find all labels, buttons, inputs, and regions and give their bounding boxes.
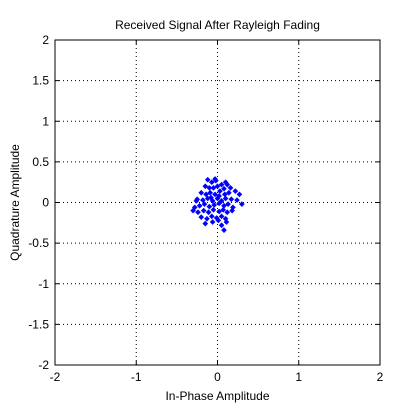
scatter-point (215, 217, 222, 224)
scatter-point (196, 202, 203, 209)
scatter-point (201, 201, 208, 207)
scatter-point (211, 202, 218, 208)
scatter-point (236, 191, 243, 198)
scatter-point (225, 201, 231, 207)
plot-frame (54, 39, 381, 366)
y-tick-label: -0.5 (28, 236, 49, 250)
scatter-point (218, 213, 225, 220)
x-tick-label: 1 (295, 370, 302, 384)
scatter-point (200, 207, 207, 214)
y-tick-label: 2 (42, 33, 49, 47)
y-tick-labels: -2 -1.5 -1 -0.5 0 0.5 1 1.5 2 (28, 33, 49, 372)
scatter-point (190, 207, 196, 214)
scatter-point (216, 200, 222, 207)
scatter-point (224, 209, 231, 216)
x-axis-label: In-Phase Amplitude (165, 389, 269, 403)
scatter-point (220, 206, 227, 213)
scatter-point (229, 207, 235, 214)
scatter-point (198, 214, 205, 220)
scatter-point (206, 203, 213, 210)
y-tick-label: -1.5 (28, 317, 49, 331)
scatter-point (239, 201, 245, 207)
scatter-point (200, 197, 206, 203)
scatter-point (195, 209, 201, 216)
scatter-point (202, 183, 209, 190)
scatter-point (210, 185, 217, 191)
y-tick-label: -2 (38, 358, 49, 372)
scatter-point (204, 215, 210, 222)
scatter-point (212, 191, 218, 198)
scatter-point (204, 176, 211, 183)
y-tick-label: -1 (38, 277, 49, 291)
x-tick-label: 2 (377, 370, 384, 384)
scatter-point (227, 185, 234, 191)
scatter-point (217, 188, 223, 194)
scatter-point (228, 196, 235, 203)
scatter-point (206, 185, 213, 191)
scatter-point (209, 219, 216, 225)
chart-title: Received Signal After Rayleigh Fading (115, 18, 320, 32)
x-tick-label: -1 (131, 370, 142, 384)
scatter-point (208, 213, 215, 220)
y-tick-label: 0 (42, 196, 49, 210)
scatter-point (234, 197, 240, 203)
scatter-point (222, 195, 229, 202)
scatter-point (198, 189, 205, 196)
scatter-point (212, 176, 218, 182)
scatter-point (210, 206, 217, 213)
scatter-point (218, 222, 225, 229)
scatter-point (216, 208, 222, 215)
y-tick-label: 1.5 (32, 74, 49, 88)
y-tick-label: 0.5 (32, 155, 49, 169)
scatter-point (226, 189, 232, 196)
scatter-point (207, 189, 214, 196)
scatter-point (221, 227, 227, 233)
scatter-point (214, 183, 221, 190)
scatter-point (223, 219, 230, 225)
data-points (190, 176, 245, 233)
scatter-point (221, 185, 227, 192)
scatter-point (205, 209, 212, 216)
scatter-point (232, 188, 239, 194)
x-tick-label: -2 (50, 370, 61, 384)
scatter-point (202, 220, 209, 227)
scatter-point (224, 181, 231, 188)
scatter-point (203, 191, 209, 198)
x-tick-label: 0 (214, 370, 221, 384)
scatter-point (214, 195, 221, 202)
y-axis-label: Quadrature Amplitude (8, 144, 22, 261)
scatter-point (208, 179, 215, 186)
scatter-point (193, 198, 200, 204)
y-tick-label: 1 (42, 114, 49, 128)
scatter-point (208, 194, 214, 201)
scatter-point (218, 181, 225, 188)
x-tick-labels: -2 -1 0 1 2 (50, 370, 384, 384)
